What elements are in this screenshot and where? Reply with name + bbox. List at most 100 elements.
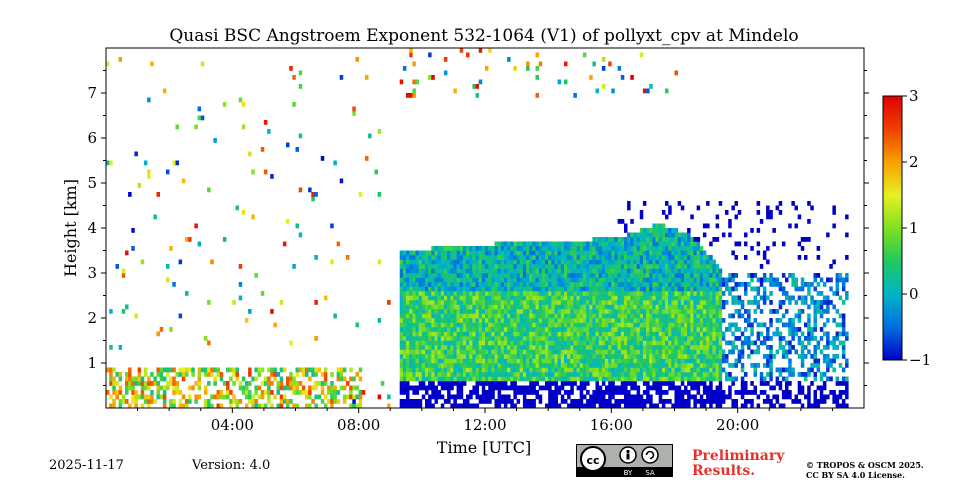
heatmap-cell (503, 399, 508, 404)
heatmap-cell (522, 250, 527, 256)
heatmap-cell (282, 399, 287, 404)
heatmap-cell (352, 403, 356, 408)
heatmap-cell (781, 354, 786, 359)
heatmap-cell (649, 84, 653, 89)
heatmap-cell (412, 403, 416, 408)
heatmap-cell (813, 376, 817, 382)
heatmap-cell (658, 277, 663, 283)
heatmap-cell (248, 390, 252, 395)
heatmap-cell (513, 354, 517, 359)
heatmap-cell (494, 349, 498, 355)
heatmap-cell (630, 340, 634, 346)
heatmap-cell (349, 367, 353, 373)
heatmap-cell (570, 340, 574, 346)
heatmap-cell (744, 232, 748, 238)
heatmap-cell (545, 313, 549, 319)
heatmap-cell (210, 367, 214, 373)
heatmap-cell (567, 277, 571, 283)
heatmap-cell (557, 354, 562, 359)
heatmap-cell (251, 399, 255, 404)
heatmap-cell (538, 349, 543, 355)
heatmap-cell (614, 241, 618, 247)
heatmap-cell (750, 349, 754, 355)
heatmap-cell (415, 390, 419, 395)
heatmap-cell (560, 354, 565, 359)
heatmap-cell (582, 403, 587, 408)
heatmap-cell (718, 309, 723, 314)
heatmap-cell (412, 277, 416, 283)
heatmap-cell (472, 84, 476, 89)
heatmap-cell (466, 250, 470, 256)
heatmap-cell (472, 250, 476, 256)
heatmap-cell (633, 358, 637, 364)
heatmap-cell (567, 295, 571, 301)
heatmap-cell (488, 367, 492, 373)
heatmap-cell (437, 322, 442, 328)
heatmap-cell (579, 259, 584, 265)
heatmap-cell (425, 300, 429, 305)
heatmap-cell (541, 246, 546, 251)
heatmap-cell (238, 381, 243, 386)
heatmap-cell (150, 61, 154, 67)
heatmap-cell (605, 268, 609, 274)
heatmap-cell (453, 367, 457, 373)
heatmap-cell (582, 268, 587, 274)
heatmap-cell (475, 273, 479, 278)
heatmap-cell (652, 372, 656, 377)
heatmap-cell (797, 381, 802, 386)
heatmap-cell (241, 390, 246, 395)
heatmap-cell (557, 336, 562, 341)
heatmap-cell (586, 295, 590, 301)
heatmap-cell (702, 304, 707, 310)
heatmap-cell (554, 394, 558, 400)
heatmap-cell (541, 385, 546, 391)
heatmap-cell (687, 282, 691, 287)
heatmap-cell (551, 399, 555, 404)
heatmap-cell (459, 250, 464, 256)
heatmap-cell (624, 237, 628, 242)
heatmap-cell (620, 313, 625, 319)
heatmap-cell (469, 273, 473, 278)
heatmap-cell (440, 394, 445, 400)
heatmap-cell (772, 282, 776, 287)
heatmap-cell (475, 322, 479, 328)
heatmap-cell (668, 358, 672, 364)
heatmap-cell (118, 376, 123, 382)
heatmap-cell (807, 304, 811, 310)
heatmap-cell (510, 246, 514, 251)
heatmap-cell (440, 331, 445, 337)
heatmap-cell (737, 313, 742, 319)
heatmap-cell (611, 313, 615, 319)
heatmap-cell (696, 273, 701, 278)
heatmap-cell (804, 322, 808, 328)
heatmap-cell (462, 358, 467, 364)
heatmap-cell (434, 349, 438, 355)
heatmap-cell (399, 349, 404, 355)
heatmap-cell (519, 250, 524, 256)
heatmap-cell (532, 255, 536, 260)
heatmap-cell (630, 241, 634, 247)
heatmap-cell (753, 372, 757, 377)
heatmap-cell (728, 372, 732, 377)
heatmap-cell (832, 223, 836, 229)
heatmap-cell (592, 322, 596, 328)
heatmap-cell (443, 372, 448, 377)
heatmap-cell (687, 318, 691, 323)
heatmap-cell (633, 313, 637, 319)
heatmap-cell (475, 354, 479, 359)
heatmap-cell (813, 273, 817, 278)
heatmap-cell (646, 300, 650, 305)
heatmap-cell (431, 385, 435, 391)
heatmap-cell (658, 264, 663, 269)
heatmap-cell (652, 345, 656, 350)
heatmap-cell (147, 169, 151, 175)
svg-text:BY: BY (624, 469, 633, 476)
heatmap-cell (314, 255, 318, 260)
heatmap-cell (526, 309, 530, 314)
heatmap-cell (541, 345, 546, 350)
heatmap-cell (128, 376, 132, 382)
heatmap-cell (646, 372, 650, 377)
heatmap-cell (687, 340, 691, 346)
heatmap-cell (586, 372, 590, 377)
heatmap-cell (428, 331, 432, 337)
